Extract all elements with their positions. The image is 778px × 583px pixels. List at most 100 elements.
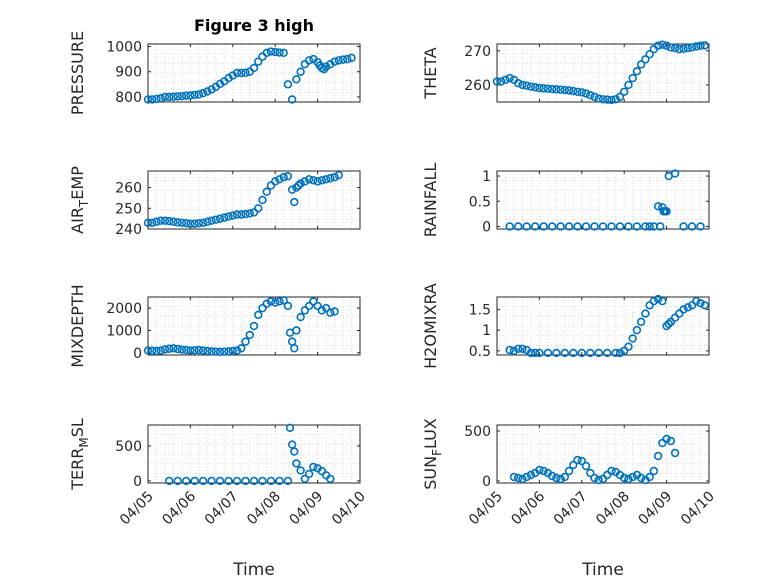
data-point [241,476,250,486]
data-point [649,296,659,306]
y-tick-label: 0 [133,474,142,490]
data-point [535,348,544,358]
data-point [296,466,305,475]
data-point [518,474,527,484]
y-tick-label: 2000 [106,301,142,317]
data-point [232,346,242,355]
data-point [556,85,565,94]
y-tick-label: 240 [115,222,142,238]
y-axis-label: MIXDEPTH [68,284,87,367]
data-point [237,210,246,219]
panel-theta: 260 270 THETA [421,40,710,105]
data-point [539,84,548,93]
data-point [603,348,612,358]
data-point [683,303,692,312]
data-point [645,50,654,59]
y-tick-label: 260 [464,78,491,94]
data-point [262,299,271,308]
y-axis-label: SUNFLUX [421,418,444,490]
data-point [152,217,161,226]
data-point [296,312,305,322]
x-axis-label: Time [581,560,624,580]
data-point [526,82,536,91]
data-point [266,181,276,190]
data-point [148,346,157,355]
data-point [518,344,527,353]
data-point [237,68,246,78]
data-point [330,307,339,316]
data-point [560,85,570,95]
y-tick-label: 250 [115,201,142,217]
data-point [641,309,650,318]
data-point [300,177,310,186]
data-point [509,346,519,356]
data-point [632,67,642,76]
data-point [700,41,709,50]
data-point [628,73,637,83]
data-point [598,474,608,484]
data-point [636,60,646,69]
data-point [505,73,514,83]
data-point [190,219,199,229]
data-point [207,476,216,486]
data-point [590,222,599,231]
data-point [283,171,293,181]
data-point [290,344,299,353]
data-point [543,84,553,93]
data-point [304,175,314,184]
y-axis-label: TERRMSL [68,418,91,491]
data-point [598,95,608,104]
data-point [254,57,263,66]
data-point [664,319,673,329]
data-point [143,95,153,104]
data-point [285,423,295,432]
data-point [232,476,242,486]
data-point [258,195,267,205]
data-point [607,95,616,105]
data-point [292,459,301,468]
data-point [624,80,633,90]
data-point [292,326,301,335]
panel-sun_flux: 0 500 SUNFLUX 04/05 04/06 04/07 04/08 04/09 04/1… [421,418,718,580]
data-point [653,451,663,461]
data-point [220,213,229,222]
data-point [700,301,709,310]
data-point [190,476,199,486]
data-point [300,474,310,484]
data-point [662,207,671,216]
data-point [215,214,225,223]
data-point [513,79,523,88]
axes-box [147,43,361,103]
data-point [194,345,204,355]
data-point [526,348,536,358]
y-tick-label: 900 [115,65,142,81]
data-point [594,475,603,485]
data-point [560,348,570,358]
data-point [505,345,514,355]
data-point [156,94,165,103]
y-tick-label: 500 [115,439,142,455]
data-point [198,346,208,355]
data-point [611,348,620,358]
data-point [177,91,187,101]
data-point [275,175,284,184]
data-point [290,197,299,207]
data-point [543,348,553,358]
axes-box [147,296,361,356]
data-point [181,91,191,100]
panel-air_temp: 240 250 260 AIRTEMP [68,166,361,238]
data-point [497,77,506,86]
y-axis-label: AIRTEMP [68,166,91,234]
y-axis-label: RAINFALL [421,163,440,238]
data-point [632,325,642,335]
data-point [594,94,603,103]
data-point [228,211,238,220]
data-point [666,43,676,52]
data-point [615,348,625,358]
data-point [186,219,195,229]
data-point [249,321,259,331]
data-point [645,301,654,310]
data-point [636,317,646,327]
data-point [552,473,561,483]
